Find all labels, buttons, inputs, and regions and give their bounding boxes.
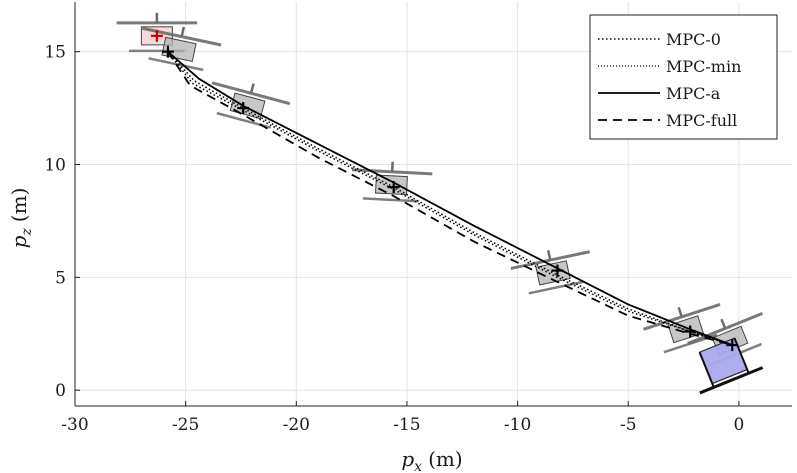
x-axis-label-sub: x xyxy=(414,459,422,473)
x-tick-0: -30 xyxy=(61,401,89,435)
legend-entry-mpc-full: MPC-full xyxy=(598,111,737,130)
waypoint-marker-6 xyxy=(726,339,739,352)
vehicle-pose-snapshot-2 xyxy=(211,81,291,129)
legend: MPC-0 MPC-min MPC-a MPC-full xyxy=(589,14,778,140)
waypoint-markers xyxy=(150,29,739,352)
y-axis-ticks: 0 5 10 15 xyxy=(44,43,80,401)
y-axis-label: pz (m) xyxy=(7,188,35,249)
legend-label-mpc-0: MPC-0 xyxy=(666,30,721,49)
waypoint-marker-5 xyxy=(684,325,697,338)
y-tick-label-0: 0 xyxy=(55,381,66,401)
y-axis-label-sub: z xyxy=(19,228,35,237)
series-line-mpc-full xyxy=(167,51,733,346)
x-tick-3: -15 xyxy=(393,401,421,435)
y-tick-label-2: 10 xyxy=(44,156,66,176)
vehicle-pose-snapshot-3 xyxy=(351,161,433,203)
y-tick-0: 0 xyxy=(55,381,80,401)
y-tick-3: 15 xyxy=(44,43,80,63)
y-tick-2: 10 xyxy=(44,156,80,176)
y-tick-label-3: 15 xyxy=(44,43,66,63)
y-tick-label-1: 5 xyxy=(55,268,66,288)
legend-label-mpc-full: MPC-full xyxy=(666,111,737,130)
y-tick-1: 5 xyxy=(55,268,80,288)
legend-entry-mpc-0: MPC-0 xyxy=(598,30,721,49)
axes xyxy=(74,2,792,407)
y-axis-label-var: p xyxy=(7,235,31,248)
x-tick-label-2: -20 xyxy=(283,415,310,435)
waypoint-marker-2 xyxy=(237,102,250,115)
x-tick-label-3: -15 xyxy=(393,415,420,435)
x-tick-label-0: -30 xyxy=(61,415,88,435)
legend-box xyxy=(589,14,778,140)
series-line-mpc-a xyxy=(167,51,733,346)
x-tick-1: -25 xyxy=(172,401,199,435)
trajectory-lines xyxy=(167,51,733,346)
x-tick-label-6: 0 xyxy=(733,415,744,435)
legend-label-mpc-min: MPC-min xyxy=(666,57,741,76)
x-axis-label-unit: (m) xyxy=(428,447,463,471)
series-line-mpc-min xyxy=(167,51,733,346)
legend-entry-mpc-a: MPC-a xyxy=(598,84,721,103)
x-tick-6: 0 xyxy=(733,401,744,435)
x-tick-4: -10 xyxy=(504,401,531,435)
x-tick-5: -5 xyxy=(620,401,637,435)
x-tick-label-5: -5 xyxy=(620,415,637,435)
waypoint-marker-3 xyxy=(387,181,400,194)
legend-label-mpc-a: MPC-a xyxy=(666,84,721,103)
waypoint-marker-4 xyxy=(551,264,564,277)
x-tick-2: -20 xyxy=(283,401,310,435)
legend-entry-mpc-min: MPC-min xyxy=(598,57,741,76)
waypoint-marker-1 xyxy=(161,45,174,58)
waypoint-marker-0 xyxy=(150,29,163,42)
y-axis-label-unit: (m) xyxy=(7,188,31,223)
x-tick-label-4: -10 xyxy=(504,415,531,435)
vehicle-pose-goal-7 xyxy=(698,337,764,395)
x-axis-label: px (m) xyxy=(401,447,462,473)
x-tick-label-1: -25 xyxy=(172,415,199,435)
x-axis-label-var: p xyxy=(401,447,414,471)
x-axis-ticks: -30 -25 -20 -15 -10 -5 0 xyxy=(61,401,744,435)
